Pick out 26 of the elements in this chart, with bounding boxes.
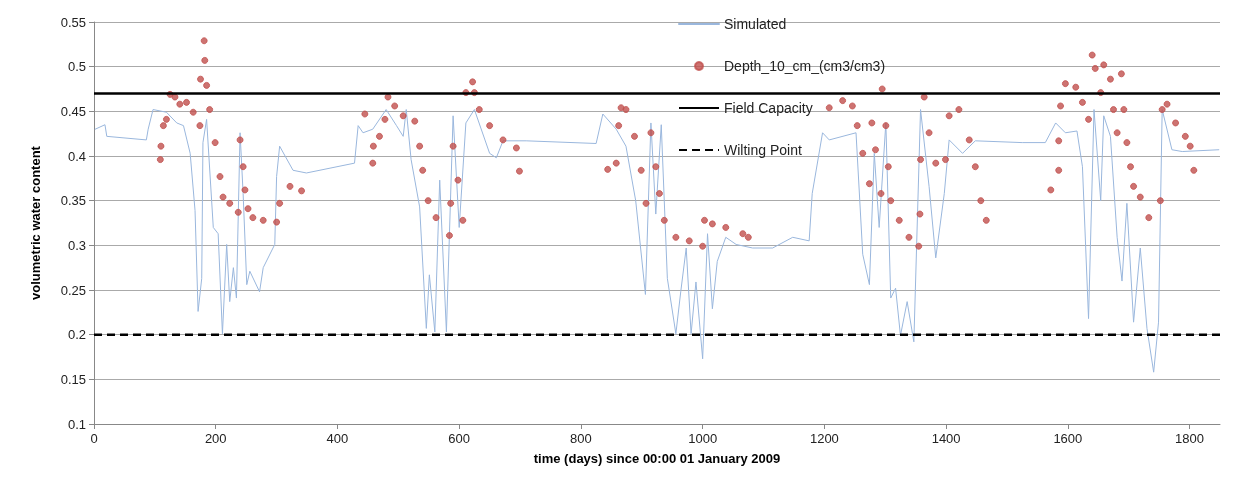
x-tick-label: 1000: [688, 431, 718, 446]
y-tick-label: 0.45: [60, 103, 86, 119]
x-tick-label: 1400: [931, 431, 961, 446]
x-tick-label: 200: [204, 431, 227, 446]
y-tick-label: 0.3: [67, 237, 86, 253]
x-tick-label: 1800: [1175, 431, 1205, 446]
legend-label: Simulated: [724, 16, 787, 32]
y-tick-label: 0.5: [67, 59, 86, 75]
y-tick-label: 0.4: [67, 148, 86, 164]
y-tick-label: 0.1: [67, 416, 86, 432]
legend-label: Field Capacity: [724, 100, 813, 116]
x-axis-title: time (days) since 00:00 01 January 2009: [533, 451, 781, 466]
y-tick-label: 0.35: [60, 193, 86, 209]
x-tick-label: 1600: [1053, 431, 1083, 446]
x-tick-label: 1200: [809, 431, 839, 446]
y-tick-label: 0.2: [67, 327, 86, 343]
x-tick-label: 400: [326, 431, 349, 446]
legend-label: Wilting Point: [724, 142, 802, 158]
x-tick-label: 800: [570, 431, 592, 446]
x-tick-label: 0: [90, 431, 98, 446]
y-tick-label: 0.15: [60, 371, 86, 387]
x-tick-label: 600: [448, 431, 471, 446]
y-tick-label: 0.25: [60, 282, 86, 298]
legend-label: Depth_10_cm_(cm3/cm3): [724, 58, 886, 74]
y-tick-label: 0.55: [60, 14, 86, 30]
y-axis-title: volumetric water content: [28, 145, 43, 300]
